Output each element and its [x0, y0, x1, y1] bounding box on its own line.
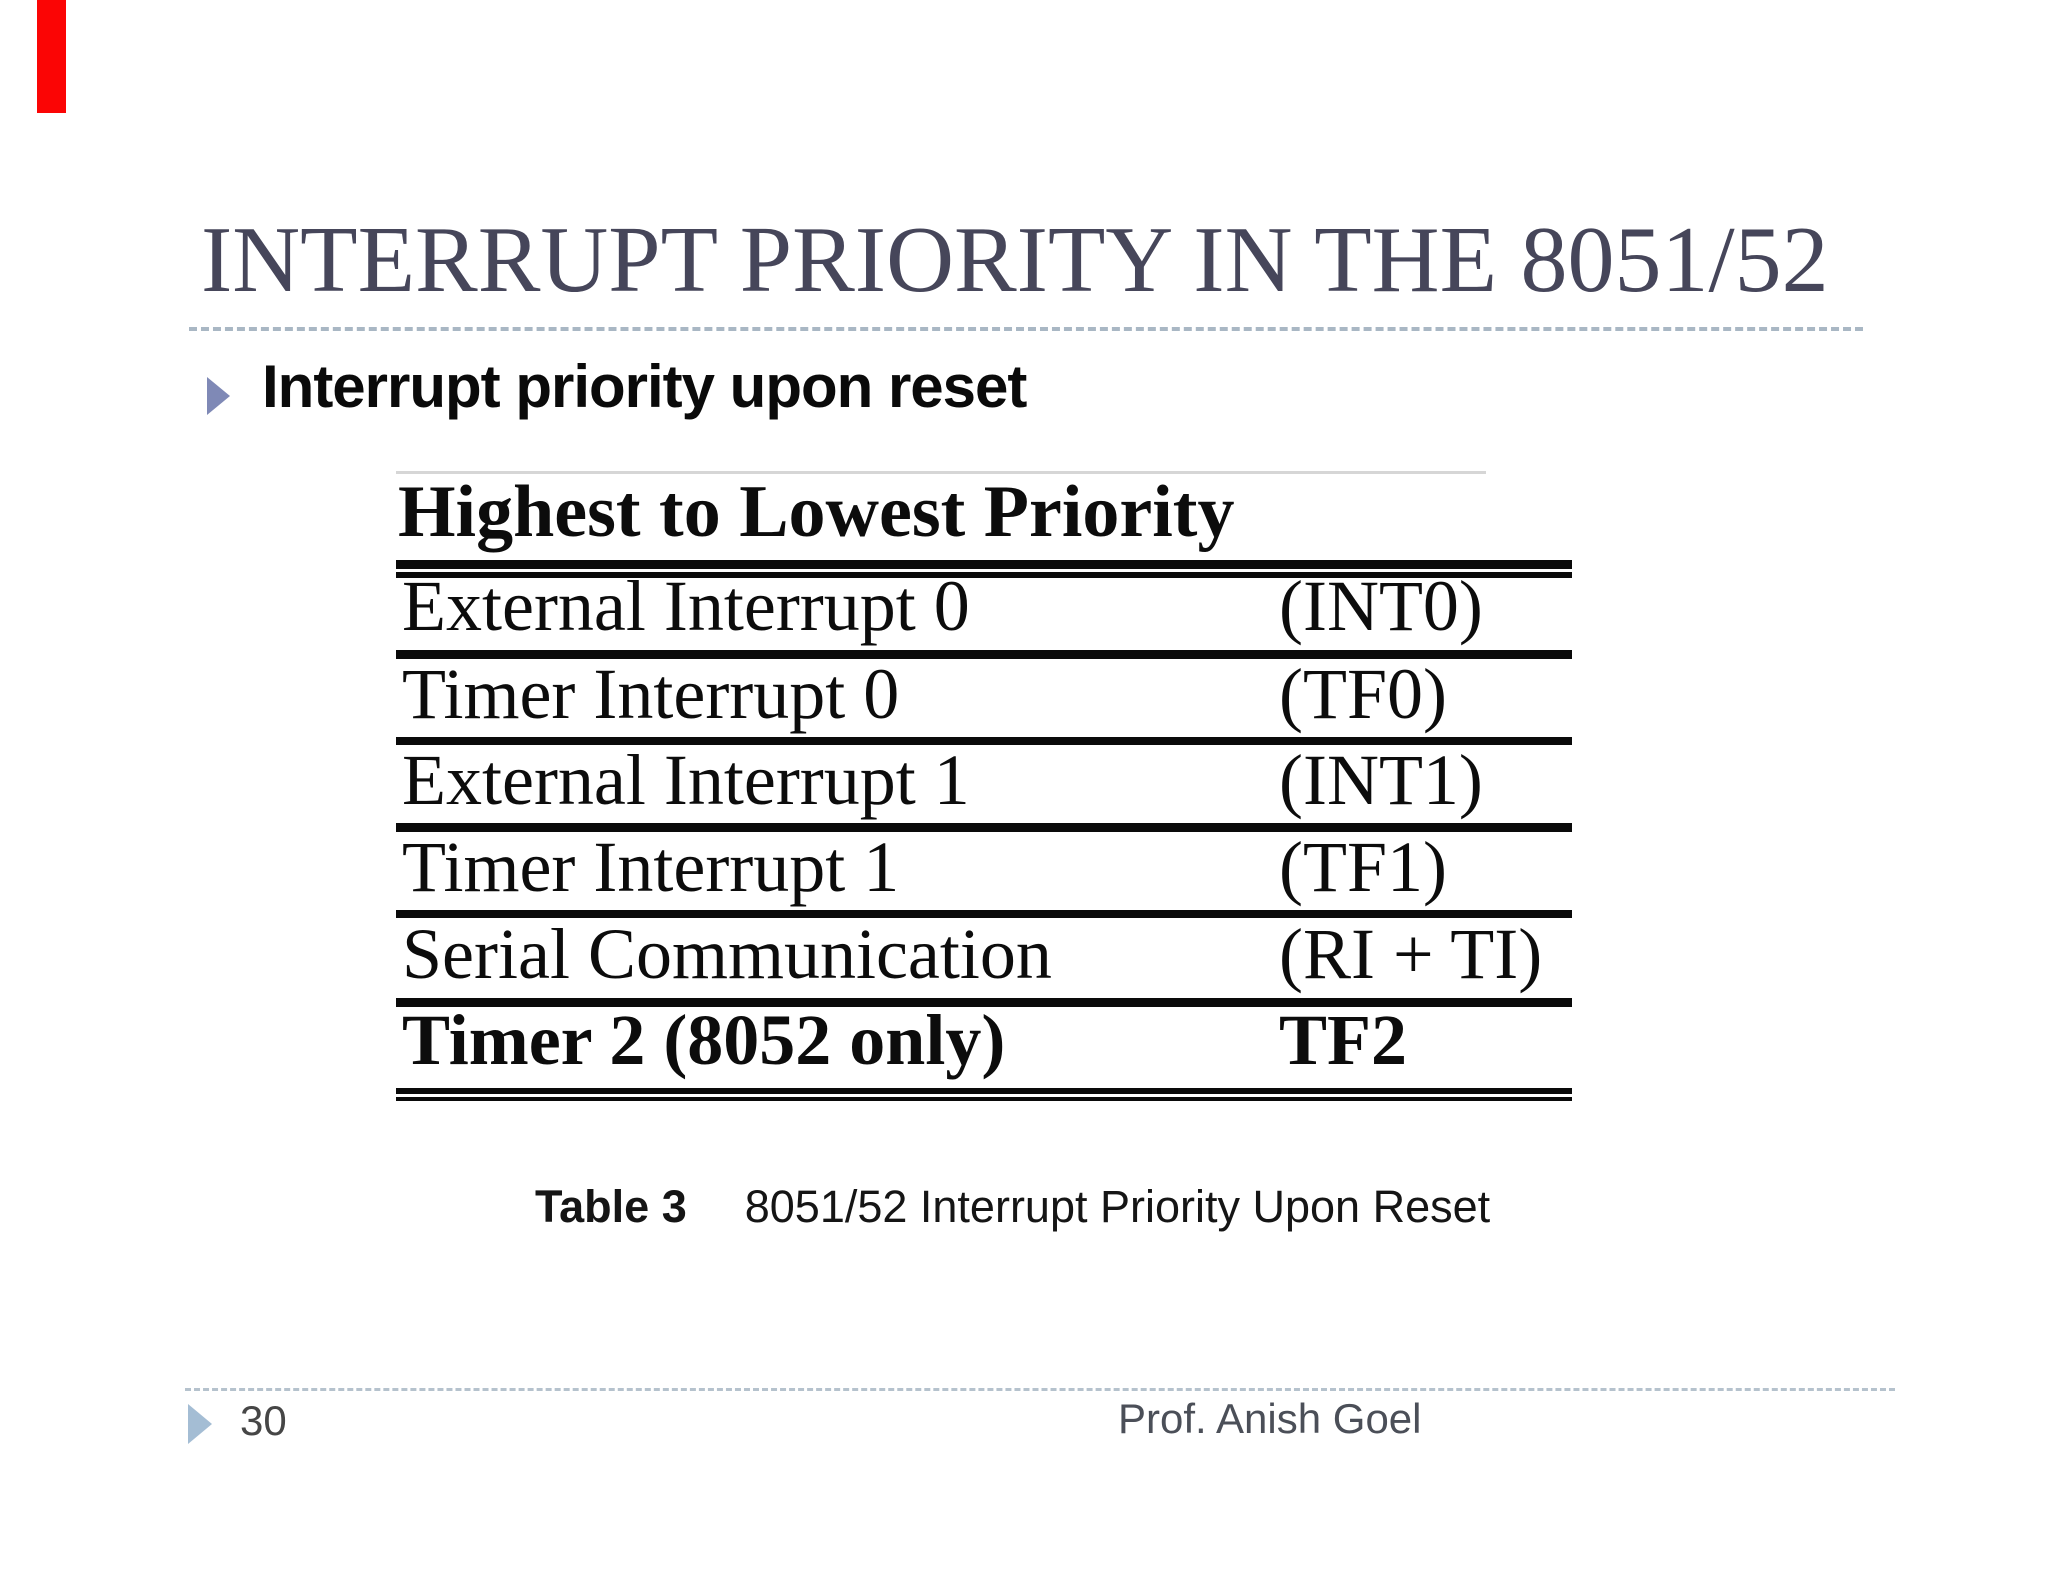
table-row-rule [396, 910, 1572, 918]
table-row: Timer 2 (8052 only) TF2 [396, 1004, 1572, 1076]
table-row: External Interrupt 1 (INT1) [396, 744, 1572, 816]
interrupt-source: Timer Interrupt 0 [402, 654, 900, 734]
interrupt-priority-table: Highest to Lowest Priority External Inte… [396, 468, 1572, 1113]
table-row: External Interrupt 0 (INT0) [396, 570, 1572, 642]
table-caption-text: 8051/52 Interrupt Priority Upon Reset [744, 1181, 1491, 1232]
slide-title: INTERRUPT PRIORITY IN THE 8051/52 [201, 208, 1829, 312]
interrupt-flag: TF2 [1279, 1000, 1408, 1080]
interrupt-flag: (RI + TI) [1279, 914, 1543, 994]
table-row-rule [396, 823, 1572, 832]
interrupt-flag: (TF0) [1279, 654, 1447, 734]
table-caption-label: Table 3 [535, 1181, 687, 1232]
footer-author: Prof. Anish Goel [1118, 1395, 1422, 1442]
interrupt-flag: (TF1) [1279, 827, 1447, 907]
table-header: Highest to Lowest Priority [398, 471, 1235, 553]
interrupt-flag: (INT0) [1279, 566, 1483, 646]
interrupt-source: Timer Interrupt 1 [402, 827, 900, 907]
interrupt-flag: (INT1) [1279, 740, 1483, 820]
bullet-triangle-icon [207, 377, 230, 415]
table-row: Timer Interrupt 1 (TF1) [396, 831, 1572, 903]
footer-divider-dashed-line [185, 1388, 1895, 1391]
table-row: Serial Communication (RI + TI) [396, 918, 1572, 990]
scan-edge-artifact [396, 471, 1486, 474]
interrupt-source: External Interrupt 1 [402, 740, 970, 820]
page-number: 30 [240, 1397, 287, 1444]
table-row-rule [396, 998, 1572, 1007]
table-bottom-rule-2 [396, 1097, 1572, 1101]
table-bottom-rule [396, 1088, 1572, 1094]
table-row: Timer Interrupt 0 (TF0) [396, 658, 1572, 730]
table-header-rule-2 [396, 572, 1572, 578]
title-divider-dashed-line [189, 327, 1863, 331]
table-row-rule [396, 650, 1572, 659]
table-caption: Table 3 8051/52 Interrupt Priority Upon … [535, 1184, 1490, 1229]
interrupt-source: External Interrupt 0 [402, 566, 970, 646]
table-row-rule [396, 737, 1572, 745]
interrupt-source: Serial Communication [402, 914, 1052, 994]
red-marker [37, 0, 66, 113]
bullet-text: Interrupt priority upon reset [262, 353, 1027, 420]
interrupt-source: Timer 2 (8052 only) [402, 1000, 1006, 1080]
footer-arrow-icon [188, 1404, 212, 1444]
table-header-rule [396, 560, 1572, 569]
